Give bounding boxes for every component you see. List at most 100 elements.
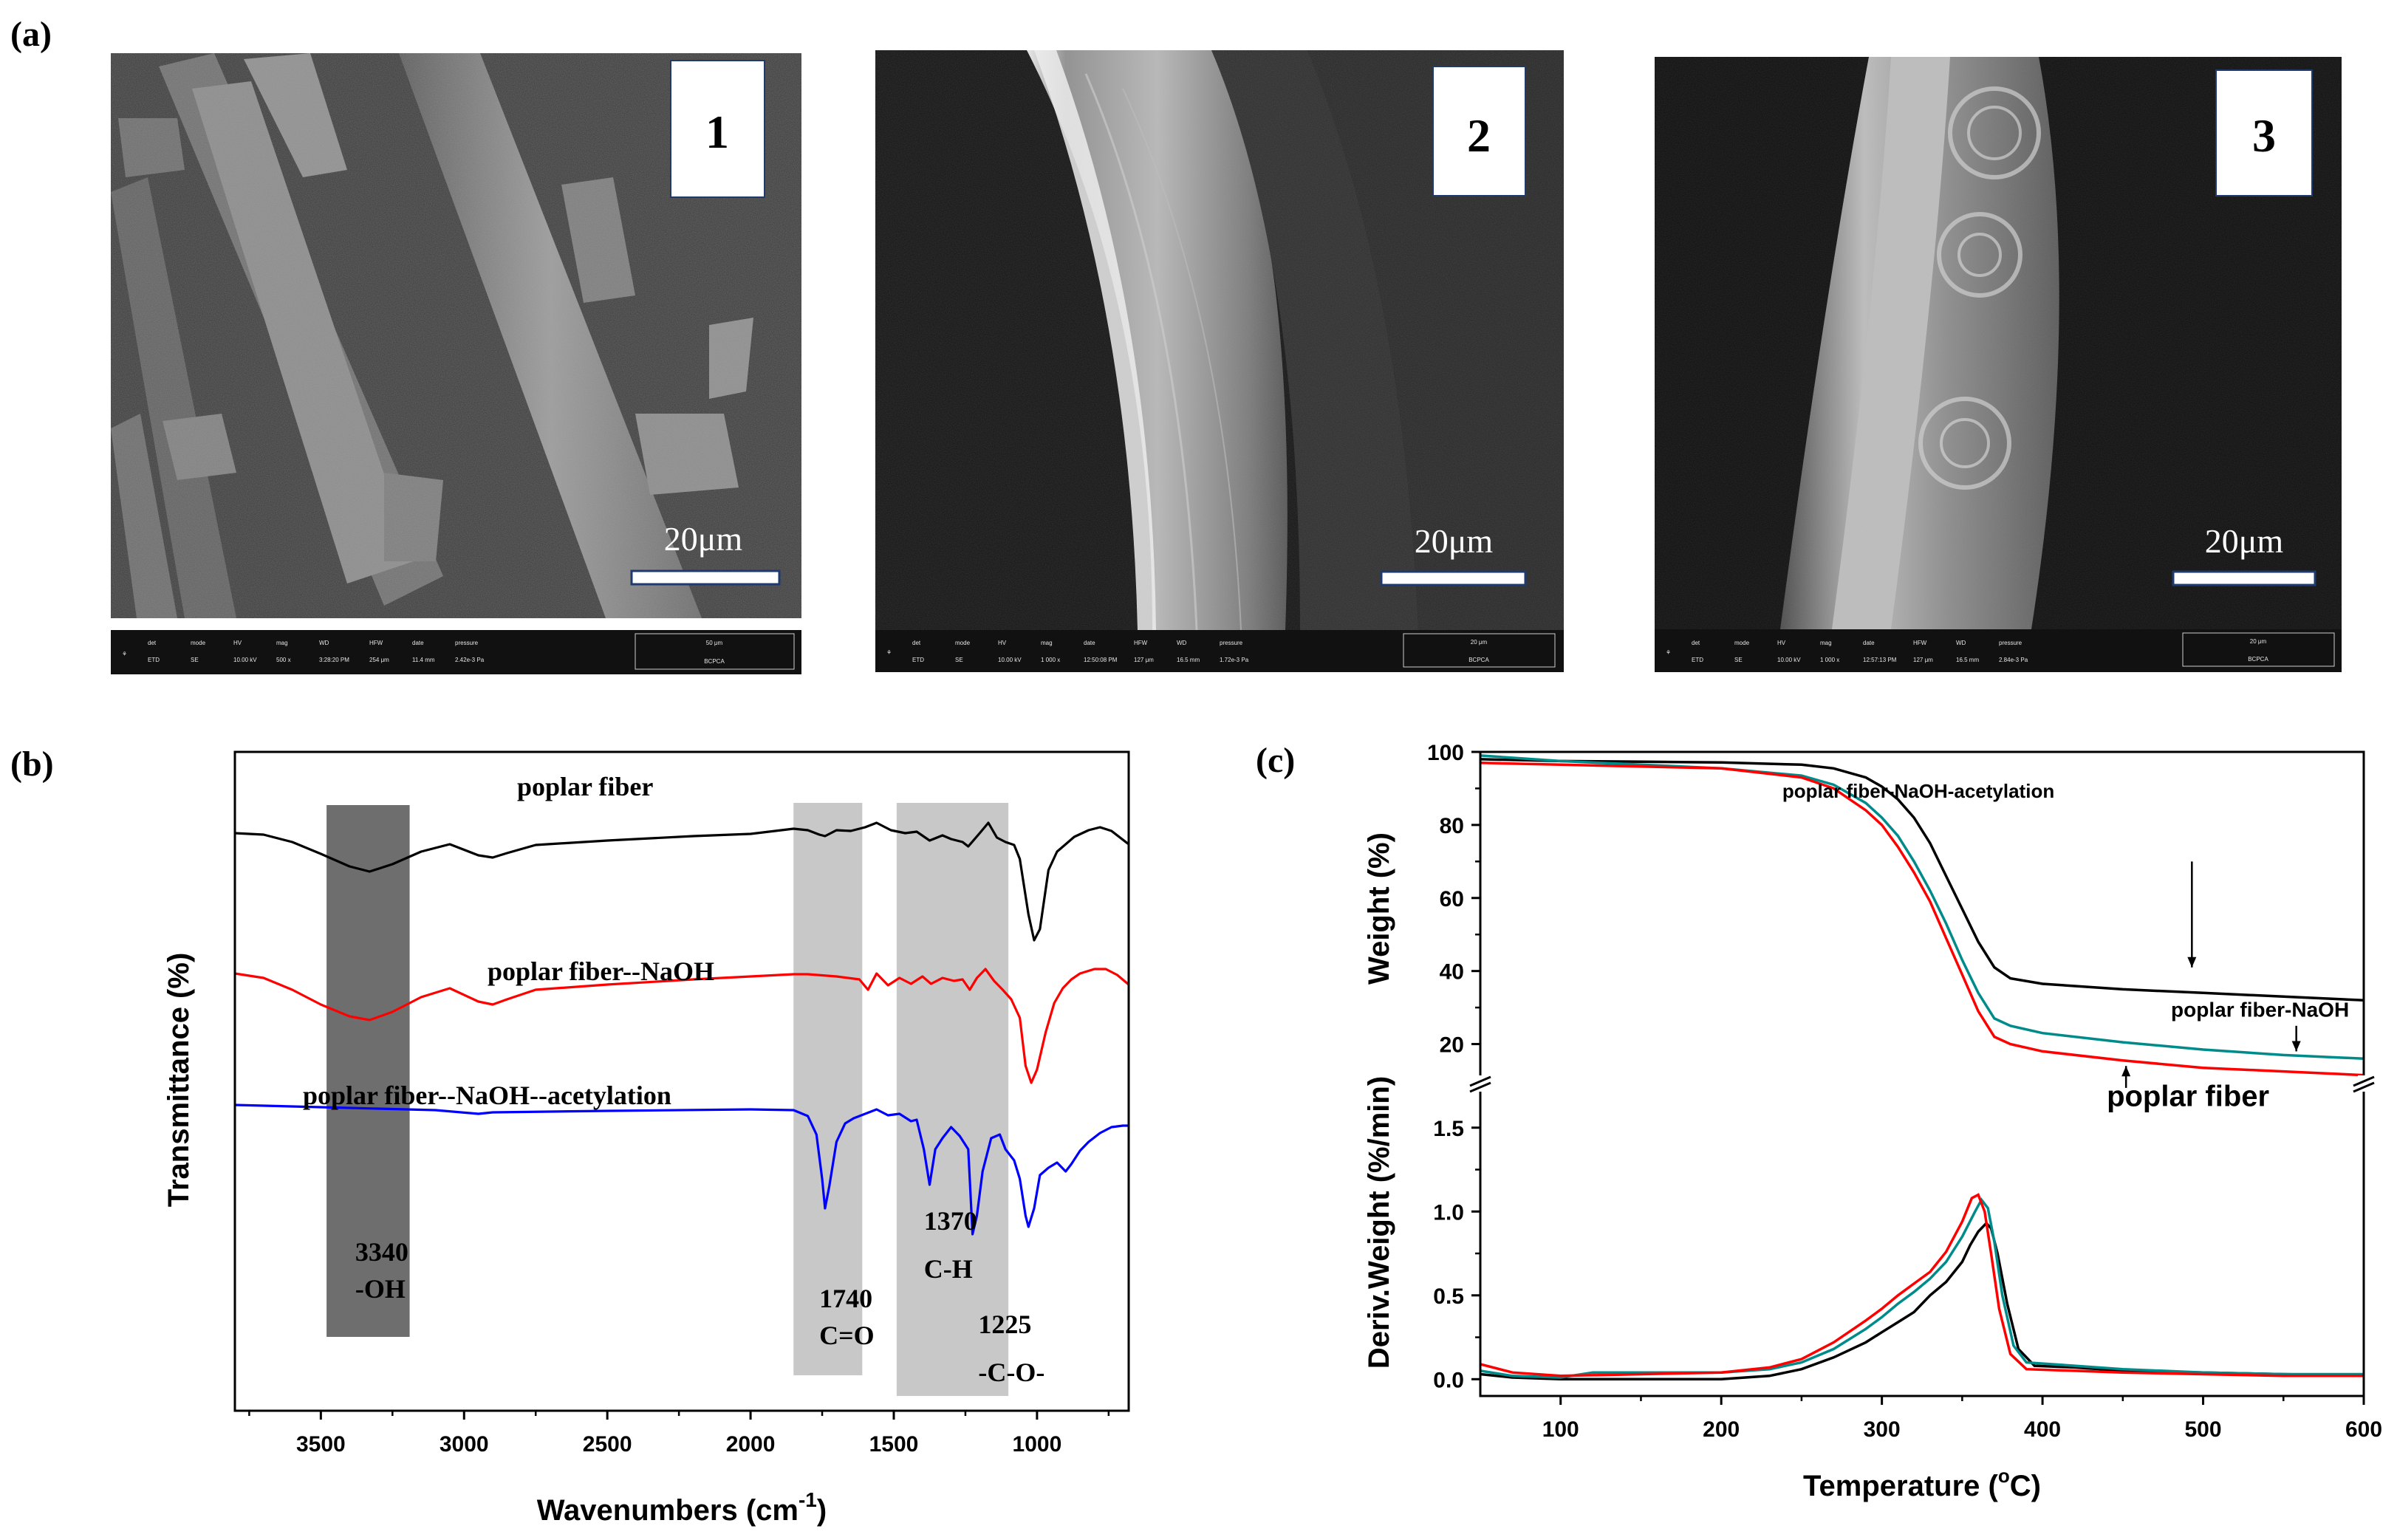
ftir-band [793, 803, 863, 1375]
panel-label-a: (a) [10, 15, 52, 54]
sem-image-1-info-bar: ⚘ det ETD mode SE HV 10.00 kV mag 500 x WD 3:28:2… [111, 630, 801, 674]
sem-meta-label: WD [1177, 640, 1187, 646]
sem-meta-value: 16.5 mm [1956, 657, 1979, 663]
sem-meta-value: 2.42e-3 Pa [455, 657, 485, 663]
sem-meta-value: 12:50:08 PM [1084, 657, 1118, 663]
sem-meta-value: 254 μm [369, 657, 389, 663]
sem-meta-value: 10.00 kV [233, 657, 257, 663]
sem-image-2-scale-label: 20μm [1415, 522, 1494, 560]
sem-meta-label: det [1692, 640, 1700, 646]
sem-meta-value: 16.5 mm [1177, 657, 1200, 663]
sem-meta-label: pressure [455, 640, 479, 646]
tga-series-label: poplar fiber-NaOH-acetylation [1782, 780, 2054, 802]
ftir-x-tick-label: 1000 [1013, 1432, 1062, 1457]
ftir-label-poplar-fiber: poplar fiber [517, 772, 653, 801]
sem-meta-value: 127 μm [1134, 657, 1154, 663]
ftir-plot-frame [233, 750, 1130, 1412]
tga-x-tick-label: 600 [2345, 1417, 2382, 1442]
ftir-x-tick-label: 1500 [869, 1432, 919, 1457]
tga-x-tick-label: 200 [1703, 1417, 1740, 1442]
sem-meta-label: det [148, 640, 157, 646]
tga-top-y-tick-label: 60 [1440, 887, 1464, 911]
tga-x-tick-label: 400 [2024, 1417, 2061, 1442]
tga-series-label: poplar fiber-NaOH [2171, 998, 2349, 1021]
sem-meta-label: WD [1956, 640, 1966, 646]
tga-bottom-y-tick-label: 1.5 [1433, 1117, 1464, 1141]
ftir-band [896, 803, 1009, 1396]
sem-meta-value: 2.84e-3 Pa [1999, 657, 2028, 663]
tga-label-arrowhead [2187, 956, 2197, 968]
tga-series-label: poplar fiber [2107, 1081, 2269, 1113]
tga-bottom-y-tick-label: 0.0 [1433, 1368, 1464, 1392]
ftir-x-axis-title: Wavenumbers (cm-1) [537, 1488, 827, 1527]
tga-weight-line [1480, 758, 2364, 1002]
ftir-series-line [234, 968, 1130, 1084]
sem-meta-label: mode [191, 640, 206, 646]
tga-label-arrowhead [2121, 1066, 2131, 1077]
sem-image-2-scale-bar [1380, 570, 1527, 586]
sem-meta-value: 1 000 x [1041, 657, 1060, 663]
sem-meta-value: SE [191, 657, 199, 663]
tga-x-axis-title: Temperature (oC) [1803, 1465, 2041, 1502]
ftir-band-label: 1740 [819, 1284, 872, 1313]
sem-meta-value: 3:28:20 PM [319, 657, 349, 663]
sem-image-2-info-bar: ⚘ det ETD mode SE HV 10.00 kV mag 1 000 x date 12… [875, 630, 1564, 672]
sem-meta-value: 1.72e-3 Pa [1220, 657, 1249, 663]
sem-meta-value: 1 000 x [1820, 657, 1839, 663]
sem-image-2-lab: BCPCA [1468, 657, 1489, 663]
ftir-label-acetylation: poplar fiber--NaOH--acetylation [303, 1081, 671, 1110]
sem-meta-label: mag [276, 640, 288, 646]
sem-meta-label: mode [955, 640, 971, 646]
ftir-band [326, 805, 410, 1337]
tga-plot-frame [1479, 750, 2365, 1397]
sem-meta-value: ETD [912, 657, 924, 663]
sem-meta-label: mag [1041, 640, 1053, 646]
ftir-x-tick-label: 3500 [296, 1432, 346, 1457]
sem-image-1-number: 1 [705, 106, 729, 158]
sem-image-1-scale-bar [630, 569, 781, 586]
tga-top-y-tick-label: 80 [1440, 814, 1464, 838]
ftir-x-tick-label: 3000 [440, 1432, 489, 1457]
sem-image-2: 2 20μm ⚘ det ETD mode SE HV 10.00 kV mag 1 000 … [875, 50, 1564, 672]
sem-meta-label: mag [1820, 640, 1832, 646]
sem-meta-label: HFW [1913, 640, 1927, 646]
panel-label-c: (c) [1256, 741, 1295, 780]
sem-image-2-number: 2 [1467, 109, 1491, 162]
ftir-peak-label: 1225 [978, 1310, 1031, 1339]
sem-meta-value: SE [1734, 657, 1743, 663]
tga-chart: 100 200 300 400 500 600 20 40 60 80 100 0.0 0.5 1.0 1.… [1363, 741, 2382, 1502]
sem-meta-value: 11.4 mm [412, 657, 435, 663]
tga-top-y-tick-label: 100 [1427, 741, 1464, 765]
sem-meta-label: pressure [1999, 640, 2022, 646]
ftir-series-line [234, 821, 1129, 942]
tga-axis-break-left [1469, 1075, 1491, 1093]
ftir-band-label: 3340 [355, 1237, 408, 1267]
sem-meta-label: det [912, 640, 921, 646]
ftir-band-label: C=O [819, 1321, 875, 1350]
sem-meta-value: 10.00 kV [998, 657, 1022, 663]
tga-series-labels: poplar fiber-NaOH-acetylation poplar fibe… [1782, 780, 2349, 1113]
tga-bottom-y-axis-title: Deriv.Weight (%/min) [1363, 1076, 1395, 1369]
sem-meta-label: HV [1777, 640, 1786, 646]
sem-image-3-lab: BCPCA [2248, 656, 2268, 663]
svg-text:⚘: ⚘ [886, 649, 892, 656]
sem-meta-label: HFW [369, 640, 383, 646]
ftir-series [234, 821, 1130, 1236]
tga-x-tick-label: 300 [1864, 1417, 1901, 1442]
tga-label-arrowhead [2291, 1041, 2301, 1052]
panel-label-b: (b) [10, 745, 54, 784]
ftir-x-tick-label: 2000 [726, 1432, 776, 1457]
sem-meta-label: HV [998, 640, 1007, 646]
ftir-peak-label: C-H [924, 1254, 973, 1284]
tga-top-y-tick-label: 40 [1440, 960, 1464, 985]
ftir-chart: 3500 3000 2500 2000 1500 1000 3340 -OH 1740 C=O 1… [163, 750, 1130, 1527]
sem-image-3: 3 20μm ⚘ det ETD mode SE HV 10.00 kV mag 1 000 … [1655, 57, 2342, 672]
sem-meta-value: 500 x [276, 657, 291, 663]
sem-meta-value: 10.00 kV [1777, 657, 1801, 663]
ftir-x-tick-label: 2500 [583, 1432, 632, 1457]
sem-meta-label: date [1863, 640, 1875, 646]
sem-image-3-meta: det ETD mode SE HV 10.00 kV mag 1 000 x date 12:5… [1692, 640, 2028, 663]
ftir-peak-label: 1370 [924, 1206, 977, 1236]
ftir-y-axis-title: Transmittance (%) [163, 953, 195, 1208]
